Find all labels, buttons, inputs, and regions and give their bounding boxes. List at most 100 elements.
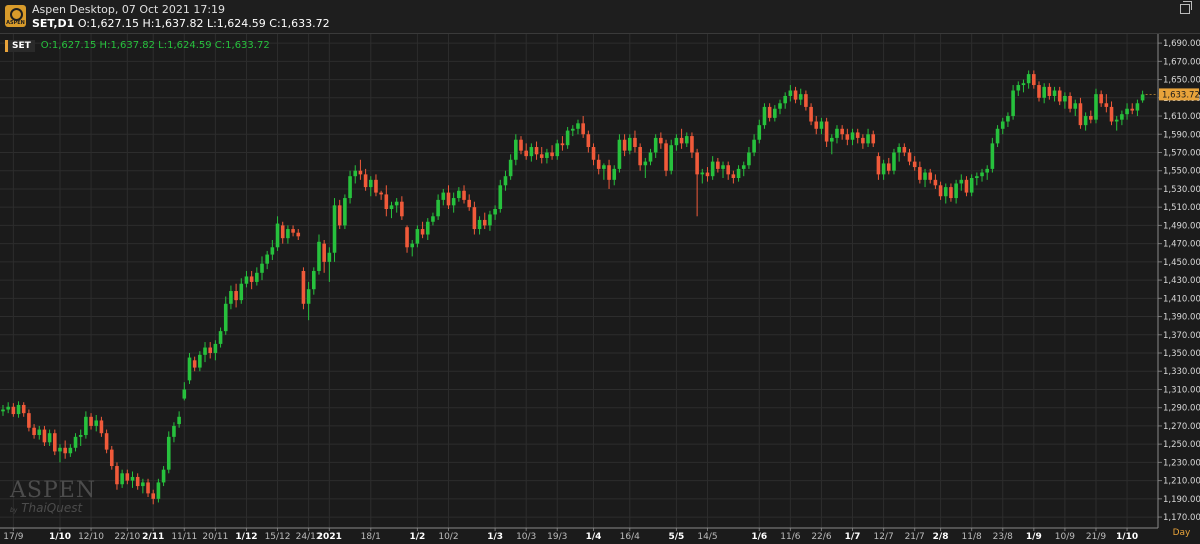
candle-body: [980, 172, 984, 177]
candle-body: [814, 121, 819, 129]
candle-body: [529, 147, 534, 157]
candle-body: [1083, 116, 1088, 126]
candle-body: [674, 137, 679, 146]
x-tick-label: 1/3: [487, 532, 503, 542]
y-tick-label: 1,550.00: [1163, 167, 1200, 177]
candle-body: [405, 227, 409, 248]
candle-body: [503, 176, 508, 186]
candle-body: [301, 270, 306, 304]
candle-body: [306, 289, 311, 304]
candle-body: [581, 123, 585, 135]
x-tick-label: 10/3: [516, 532, 536, 542]
y-tick-label: 1,430.00: [1163, 276, 1200, 286]
x-tick-label: 1/6: [751, 532, 767, 542]
x-tick-label: 11/6: [780, 532, 800, 542]
candle-body: [177, 416, 181, 425]
x-axis[interactable]: 17/9 1/10 12/10 22/10 2/11 11/11 20/11 1/12 15/1…: [0, 527, 1158, 542]
x-tick-label: 11/8: [962, 532, 982, 542]
candle-body: [933, 179, 938, 186]
candle-body: [659, 137, 663, 144]
candle-body: [643, 161, 648, 166]
candle-body: [876, 156, 881, 175]
candle-body: [498, 185, 503, 209]
candle-body: [141, 482, 145, 487]
candle-body: [1130, 108, 1135, 111]
x-tick-label: 11/11: [171, 532, 197, 542]
candle-body: [198, 354, 202, 368]
candle-body: [969, 178, 974, 193]
y-tick-label: 1,370.00: [1163, 331, 1200, 341]
period-label[interactable]: Day: [1172, 528, 1191, 538]
candle-body: [1021, 83, 1026, 86]
candle-body: [482, 219, 487, 226]
candle-body: [943, 187, 948, 197]
x-tick-label: 20/11: [202, 532, 228, 542]
candle-body: [1078, 103, 1083, 126]
candle-body: [1068, 95, 1072, 109]
x-tick-label: 22/6: [811, 532, 831, 542]
candle-body: [762, 106, 767, 126]
candle-body: [229, 291, 233, 304]
candle-body: [286, 229, 290, 239]
x-tick-label: 17/9: [3, 532, 23, 542]
candle-body: [824, 121, 829, 142]
candle-body: [897, 147, 901, 153]
candle-body: [741, 165, 746, 169]
candle-body: [959, 179, 964, 184]
candle-body: [47, 433, 52, 443]
restore-window-icon[interactable]: [1180, 1, 1192, 14]
candle-body: [1114, 119, 1119, 122]
x-tick-label: 1/10: [1116, 532, 1138, 542]
x-tick-label: 1/12: [235, 532, 257, 542]
candle-body: [400, 201, 404, 217]
y-tick-label: 1,250.00: [1163, 440, 1200, 450]
candle-body: [1104, 103, 1109, 107]
candle-body: [425, 221, 430, 235]
candle-body: [21, 404, 26, 414]
x-tick-label: 10/9: [1055, 532, 1075, 542]
candle-body: [312, 270, 316, 290]
candle-body: [1032, 74, 1036, 86]
x-tick-label: 2/8: [933, 532, 949, 542]
x-tick-label: 2021: [317, 532, 342, 542]
candle-body: [653, 137, 658, 153]
candle-body: [368, 179, 373, 188]
x-tick-label: 1/2: [409, 532, 425, 542]
candle-body: [265, 254, 269, 264]
candle-body: [508, 159, 513, 177]
candle-body: [363, 174, 368, 188]
candle-body: [819, 121, 824, 129]
y-axis[interactable]: 1,690.001,670.001,650.001,630.001,610.00…: [1157, 34, 1200, 528]
candle-body: [192, 360, 197, 368]
candle-body: [519, 139, 523, 151]
candle-body: [912, 161, 917, 168]
candle-body: [809, 106, 813, 122]
candle-body: [1063, 95, 1067, 102]
x-tick-label: 18/1: [361, 532, 381, 542]
candle-body: [172, 425, 176, 437]
candlestick-chart[interactable]: 1,690.001,670.001,650.001,630.001,610.00…: [0, 34, 1200, 544]
candle-body: [208, 347, 212, 354]
candle-body: [1042, 86, 1046, 98]
candle-body: [203, 347, 207, 355]
candle-body: [985, 168, 989, 173]
candle-body: [555, 143, 560, 157]
candle-body: [146, 482, 150, 494]
y-tick-label: 1,490.00: [1163, 221, 1200, 231]
y-tick-label: 1,650.00: [1163, 76, 1200, 86]
y-tick-label: 1,270.00: [1163, 422, 1200, 432]
candle-body: [94, 420, 99, 426]
candle-body: [773, 108, 777, 118]
candle-body: [161, 469, 166, 483]
candle-body: [938, 185, 943, 197]
candle-body: [1120, 114, 1124, 120]
candle-body: [27, 413, 31, 428]
last-price-label: 1,633.72: [1162, 90, 1200, 100]
legend-symbol-badge[interactable]: SET: [5, 39, 35, 52]
candle-body: [855, 132, 860, 138]
candle-body: [798, 94, 803, 100]
candle-body: [343, 198, 347, 226]
aspen-watermark: ASPEN by ThaiQuest: [10, 478, 96, 515]
candle-body: [462, 190, 466, 200]
candle-body: [78, 435, 83, 437]
